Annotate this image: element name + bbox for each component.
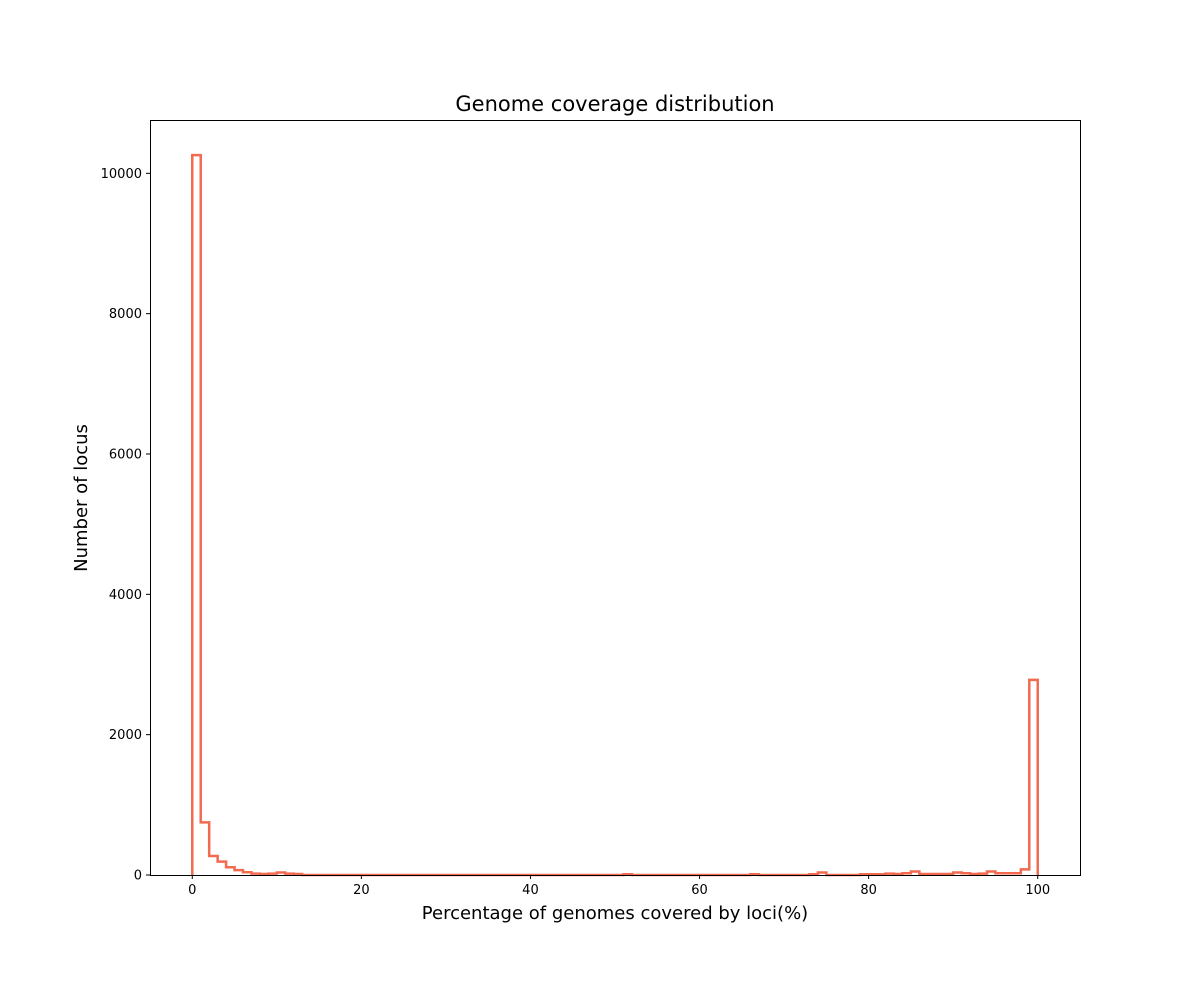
x-tick-label: 0 — [188, 883, 196, 898]
ticks-layer: 0 20 40 60 80 100 0 2000 4000 6000 8000 10000 — [101, 167, 1051, 898]
x-tick-label: 80 — [860, 883, 877, 898]
axes-frame — [150, 120, 1081, 876]
x-tick-label: 100 — [1025, 883, 1050, 898]
x-tick-label: 40 — [522, 883, 539, 898]
histogram-series — [191, 153, 1039, 877]
y-tick-label: 4000 — [109, 588, 142, 603]
y-tick-label: 2000 — [109, 728, 142, 743]
x-axis-label: Percentage of genomes covered by loci(%) — [422, 903, 808, 924]
y-tick-label: 8000 — [109, 307, 142, 322]
chart-title: Genome coverage distribution — [455, 92, 774, 116]
y-tick-label: 0 — [134, 869, 142, 884]
y-axis-label: Number of locus — [71, 424, 92, 572]
x-tick-label: 60 — [691, 883, 708, 898]
y-tick-label: 10000 — [101, 167, 142, 182]
x-tick-label: 20 — [353, 883, 370, 898]
y-tick-label: 6000 — [109, 447, 142, 462]
